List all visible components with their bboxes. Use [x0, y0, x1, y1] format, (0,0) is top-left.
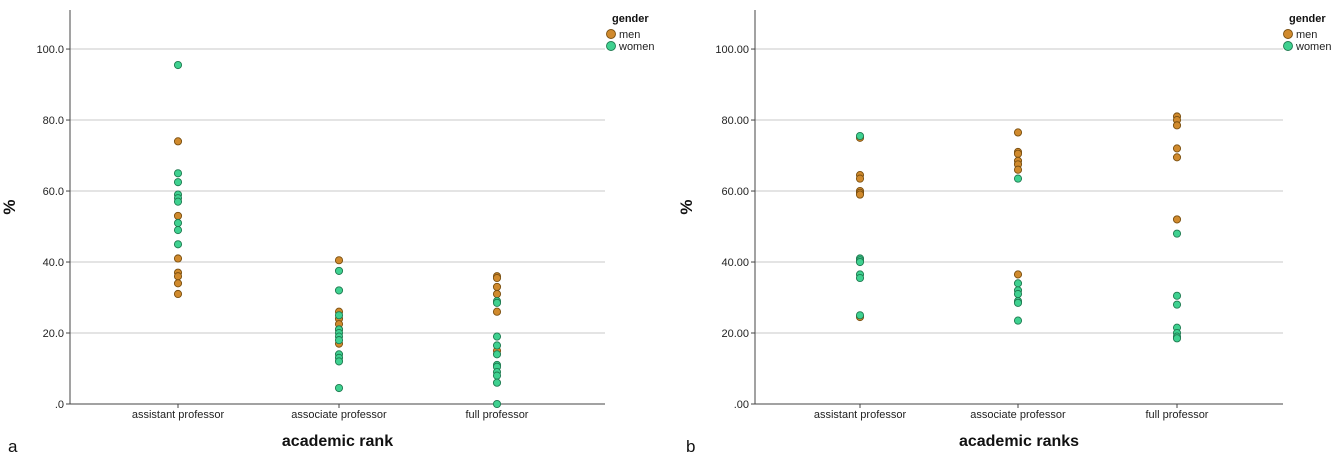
- data-point-women: [855, 257, 865, 267]
- data-point-women: [173, 240, 183, 249]
- data-point-women: [492, 378, 502, 387]
- data-point-men: [855, 174, 865, 183]
- data-point-women: [1013, 289, 1023, 299]
- x-tick-label: assistant professor: [132, 409, 225, 421]
- data-point-women: [492, 332, 502, 341]
- data-point-women: [1013, 298, 1023, 307]
- data-point-men: [1172, 121, 1182, 130]
- data-point-men: [492, 282, 502, 291]
- x-tick-label: full professor: [1146, 409, 1209, 421]
- y-tick-label: .0: [55, 399, 64, 411]
- data-point-women: [1013, 279, 1023, 288]
- data-point-women: [492, 350, 502, 359]
- panel-a-chart: .0 20.0 40.0 60.0 80.0 100.0 assistant profess…: [0, 10, 654, 456]
- x-tick-label: assistant professor: [814, 409, 907, 421]
- x-tick-label: associate professor: [291, 409, 387, 421]
- data-point-women: [334, 286, 344, 295]
- data-point-women: [334, 336, 344, 345]
- legend-label-women: women: [618, 41, 654, 53]
- y-tick-label: 40.00: [721, 257, 749, 269]
- y-tick-label: 80.0: [43, 115, 64, 127]
- data-point-women: [492, 371, 502, 380]
- legend-marker-women: [1283, 41, 1293, 51]
- data-point-men: [173, 289, 183, 299]
- data-point-women: [173, 178, 183, 187]
- data-point-men: [1013, 270, 1023, 279]
- legend-marker-women: [606, 41, 616, 51]
- y-tick-label: 20.0: [43, 328, 64, 340]
- data-point-women: [855, 131, 865, 141]
- data-point-women: [334, 383, 344, 393]
- data-point-men: [173, 279, 183, 288]
- panel-label: a: [8, 437, 18, 456]
- data-point-women: [492, 399, 502, 409]
- data-point-men: [173, 137, 183, 146]
- data-point-women: [855, 273, 865, 283]
- data-point-men: [1172, 153, 1182, 162]
- data-point-women: [492, 341, 502, 350]
- data-point-men: [173, 211, 183, 220]
- y-tick-label: 80.00: [721, 115, 749, 127]
- data-point-women: [173, 60, 183, 70]
- legend-label-men: men: [1296, 29, 1317, 41]
- data-point-men: [1172, 215, 1182, 224]
- data-point-women: [1172, 291, 1182, 300]
- data-point-women: [334, 357, 344, 366]
- y-tick-label: 100.00: [715, 44, 749, 56]
- legend-title: gender: [612, 13, 649, 25]
- data-point-men: [492, 289, 502, 299]
- legend-label-men: men: [619, 29, 640, 41]
- y-tick-label: 40.0: [43, 257, 64, 269]
- data-point-women: [1172, 334, 1182, 343]
- data-point-men: [1013, 165, 1023, 174]
- data-point-men: [334, 256, 344, 265]
- data-point-women: [173, 218, 183, 228]
- data-point-men: [855, 190, 865, 199]
- y-axis-title: %: [0, 199, 19, 214]
- data-point-men: [1013, 128, 1023, 137]
- data-point-women: [1172, 300, 1182, 309]
- y-tick-label: 20.00: [721, 328, 749, 340]
- panel-b-chart: .00 20.00 40.00 60.00 80.00 100.00 assistant p…: [677, 10, 1331, 456]
- data-point-men: [1013, 149, 1023, 158]
- data-point-men: [173, 254, 183, 263]
- data-point-women: [173, 226, 183, 235]
- data-point-women: [334, 311, 344, 320]
- data-point-women: [173, 197, 183, 206]
- x-tick-label: associate professor: [970, 409, 1066, 421]
- y-tick-label: 60.00: [721, 186, 749, 198]
- data-point-women: [1172, 229, 1182, 238]
- y-axis-title: %: [677, 199, 696, 214]
- data-point-men: [492, 273, 502, 283]
- x-axis-title: academic ranks: [959, 433, 1079, 450]
- data-point-women: [173, 169, 183, 178]
- data-point-men: [173, 272, 183, 281]
- data-point-women: [1013, 316, 1023, 325]
- y-tick-label: 100.0: [36, 44, 64, 56]
- data-point-women: [855, 311, 865, 320]
- y-tick-label: 60.0: [43, 186, 64, 198]
- data-point-men: [1172, 144, 1182, 153]
- data-point-women: [492, 298, 502, 307]
- legend-marker-men: [1283, 29, 1293, 39]
- legend-label-women: women: [1295, 41, 1331, 53]
- x-tick-label: full professor: [466, 409, 529, 421]
- data-point-men: [492, 307, 502, 316]
- data-point-women: [1013, 174, 1023, 183]
- legend-marker-men: [606, 29, 616, 39]
- panel-label: b: [686, 437, 695, 456]
- legend-title: gender: [1289, 13, 1326, 25]
- x-axis-title: academic rank: [282, 433, 393, 450]
- data-point-women: [334, 266, 344, 275]
- y-tick-label: .00: [734, 399, 749, 411]
